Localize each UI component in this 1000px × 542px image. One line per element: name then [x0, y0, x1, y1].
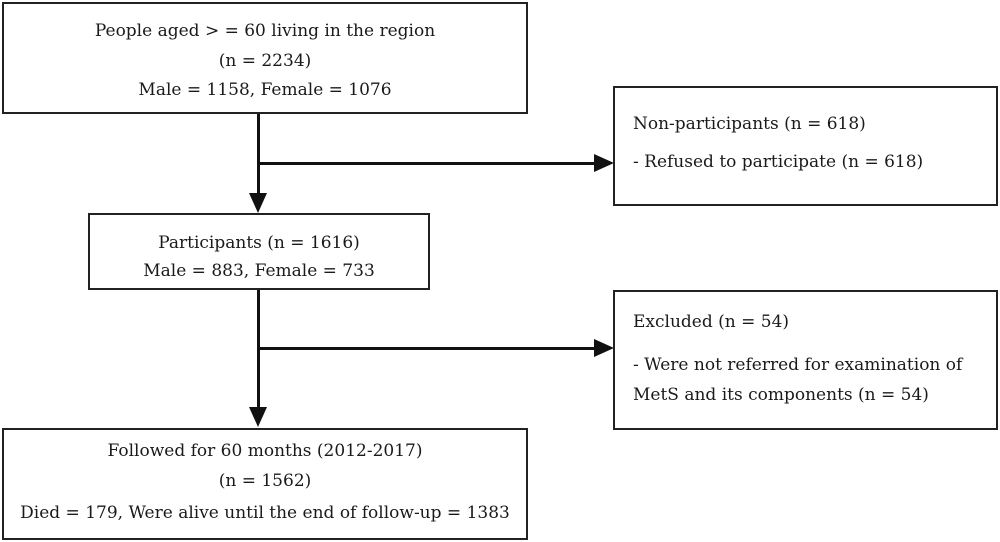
excluded-title: Excluded (n = 54)	[633, 312, 790, 332]
population-title: People aged > = 60 living in the region	[94, 21, 436, 41]
followed-title: Followed for 60 months (2012-2017)	[107, 441, 423, 461]
excluded-reason-line2: MetS and its components (n = 54)	[633, 385, 929, 405]
participants-box: Participants (n = 1616) Male = 883, Fema…	[88, 213, 430, 290]
population-count: (n = 2234)	[218, 51, 312, 71]
nonparticipants-box: Non-participants (n = 618) - Refused to …	[613, 86, 998, 206]
arrowhead-to-followed	[249, 407, 267, 427]
followed-outcome: Died = 179, Were alive until the end of …	[20, 503, 510, 523]
connector-to-excluded	[257, 347, 595, 350]
arrowhead-to-participants	[249, 193, 267, 213]
excluded-reason-line1: - Were not referred for examination of	[633, 355, 963, 375]
nonparticipants-title: Non-participants (n = 618)	[633, 114, 866, 134]
population-sex-breakdown: Male = 1158, Female = 1076	[138, 80, 392, 100]
population-box: People aged > = 60 living in the region …	[2, 2, 528, 114]
arrowhead-to-nonparticipants	[594, 154, 614, 172]
connector-to-nonparticipants	[257, 162, 595, 165]
participants-sex-breakdown: Male = 883, Female = 733	[143, 261, 375, 281]
followed-box: Followed for 60 months (2012-2017) (n = …	[2, 428, 528, 540]
connector-population-to-participants	[257, 114, 260, 194]
participants-count: Participants (n = 1616)	[158, 233, 360, 253]
followed-count: (n = 1562)	[218, 471, 312, 491]
nonparticipants-reason: - Refused to participate (n = 618)	[633, 152, 924, 172]
arrowhead-to-excluded	[594, 339, 614, 357]
excluded-box: Excluded (n = 54) - Were not referred fo…	[613, 290, 998, 430]
